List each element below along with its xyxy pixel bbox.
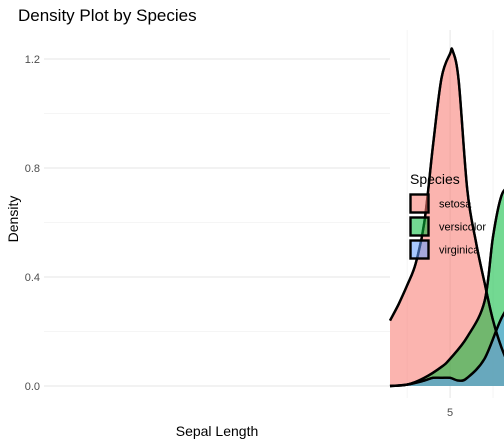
x-axis-ticks: 5678 xyxy=(447,407,453,419)
y-tick-label: 0.0 xyxy=(25,381,40,393)
legend-label-virginica: virginica xyxy=(439,245,480,257)
y-tick-label: 0.8 xyxy=(25,163,40,175)
y-tick-label: 0.4 xyxy=(25,272,40,284)
y-axis-title: Density xyxy=(5,196,21,243)
legend-title: Species xyxy=(410,171,460,187)
x-tick-label: 5 xyxy=(447,407,453,419)
legend: Species setosa versicolor virginica xyxy=(409,171,486,260)
legend-label-versicolor: versicolor xyxy=(439,222,486,234)
x-axis-title: Sepal Length xyxy=(176,423,259,439)
legend-key-virginica xyxy=(409,239,430,260)
density-fill-versicolor xyxy=(390,190,504,386)
density-outline-virginica xyxy=(389,311,504,388)
legend-key-versicolor xyxy=(409,216,430,237)
legend-label-setosa: setosa xyxy=(439,199,472,211)
density-fill-setosa xyxy=(390,48,504,386)
y-tick-label: 1.2 xyxy=(25,54,40,66)
y-axis-ticks: 0.0 0.4 0.8 1.2 xyxy=(25,54,40,393)
legend-key-setosa xyxy=(409,193,430,214)
chart-title: Density Plot by Species xyxy=(18,6,197,25)
density-outline-versicolor xyxy=(389,188,504,388)
density-fill-virginica xyxy=(390,313,504,386)
